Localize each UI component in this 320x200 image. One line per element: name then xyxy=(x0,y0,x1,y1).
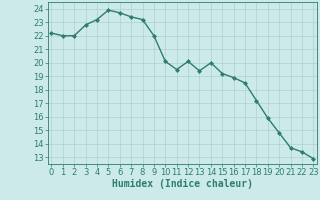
X-axis label: Humidex (Indice chaleur): Humidex (Indice chaleur) xyxy=(112,179,253,189)
